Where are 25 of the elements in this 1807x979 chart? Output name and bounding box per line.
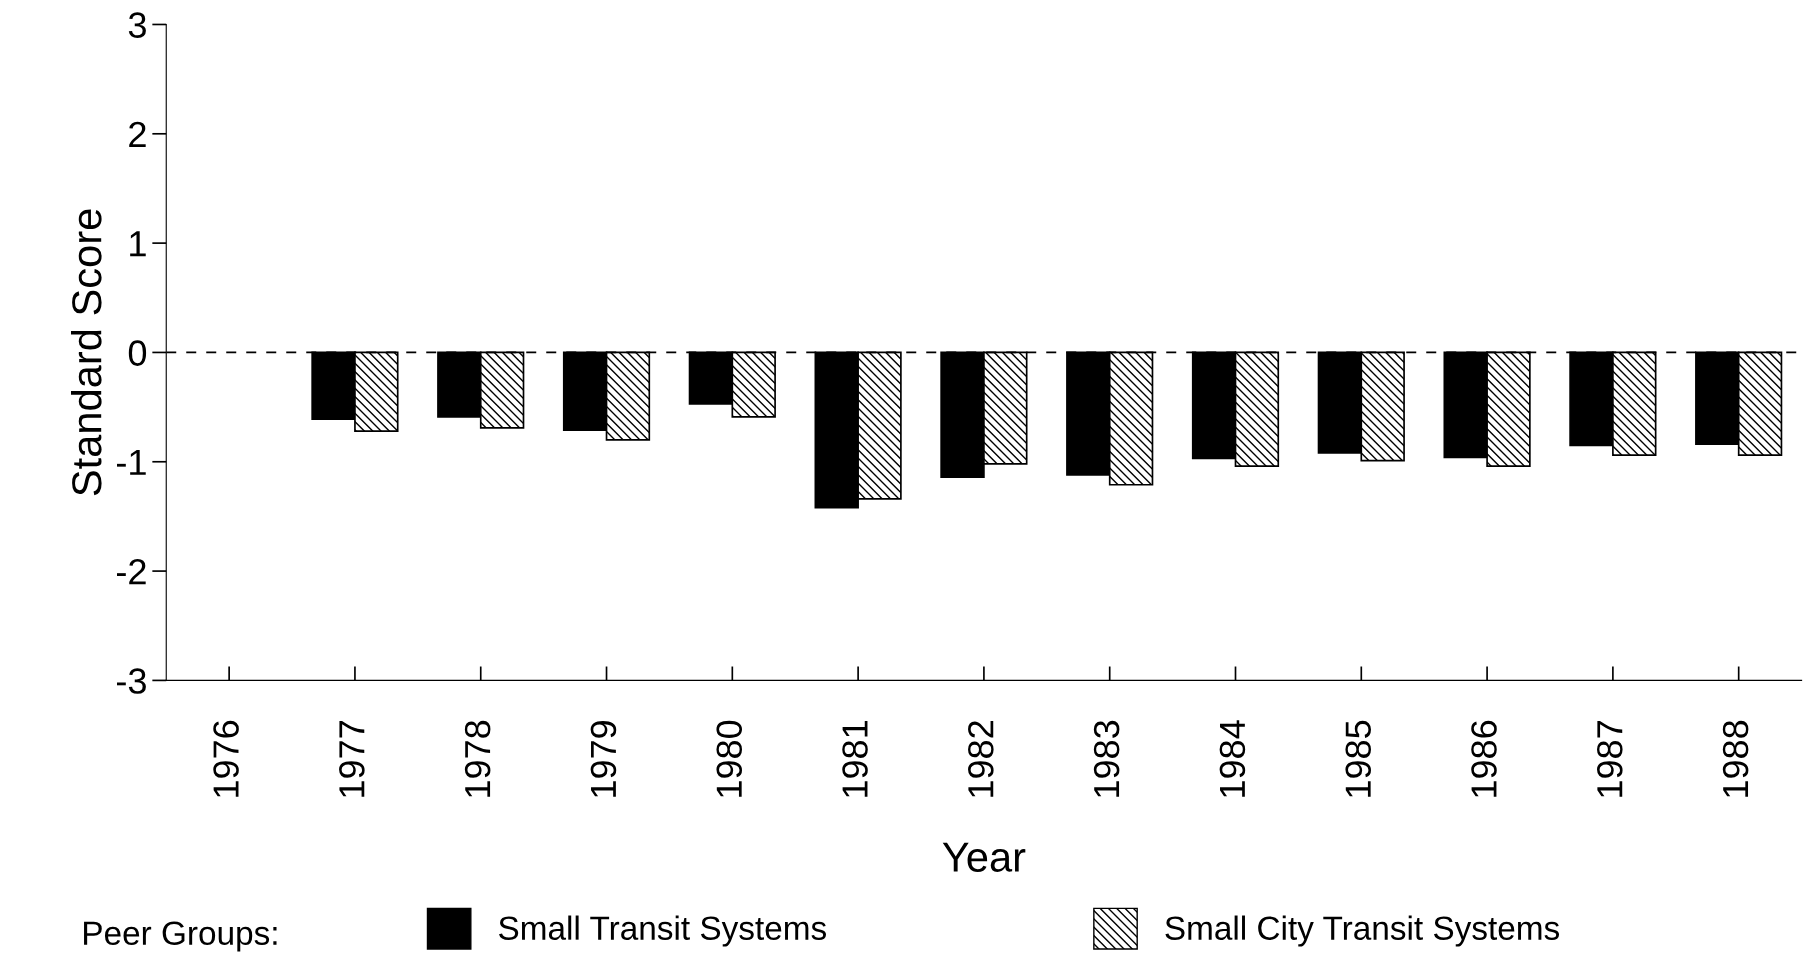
legend-label: Small Transit Systems: [499, 915, 826, 947]
x-tick-label: 1985: [1345, 720, 1371, 797]
y-axis-title: Standard Score: [70, 209, 102, 496]
y-tick-label: 3: [128, 12, 146, 38]
x-tick-label: 1979: [590, 721, 617, 797]
x-tick-label: 1988: [1722, 720, 1749, 797]
legend-label: Small City Transit Systems: [1165, 915, 1560, 947]
y-tick-label: -1: [116, 450, 146, 475]
y-tick-label: 1: [130, 231, 146, 257]
legend-title: Peer Groups:: [84, 921, 277, 952]
x-tick-label: 1980: [716, 720, 743, 797]
x-tick-label: 1977: [339, 721, 365, 797]
x-tick-label: 1976: [213, 720, 239, 797]
y-tick-label: -3: [116, 668, 146, 694]
x-tick-label: 1987: [1597, 721, 1623, 797]
x-tick-label: 1981: [842, 721, 868, 797]
x-tick-label: 1986: [1471, 720, 1497, 797]
y-tick-label: -2: [116, 558, 146, 585]
x-axis-title: Year: [942, 842, 1026, 872]
x-tick-label: 1984: [1219, 720, 1246, 797]
x-tick-label: 1978: [464, 720, 491, 797]
x-tick-label: 1983: [1093, 720, 1120, 797]
y-tick-label: 0: [128, 340, 147, 366]
x-tick-label: 1982: [968, 721, 994, 797]
y-tick-label: 2: [129, 121, 146, 147]
